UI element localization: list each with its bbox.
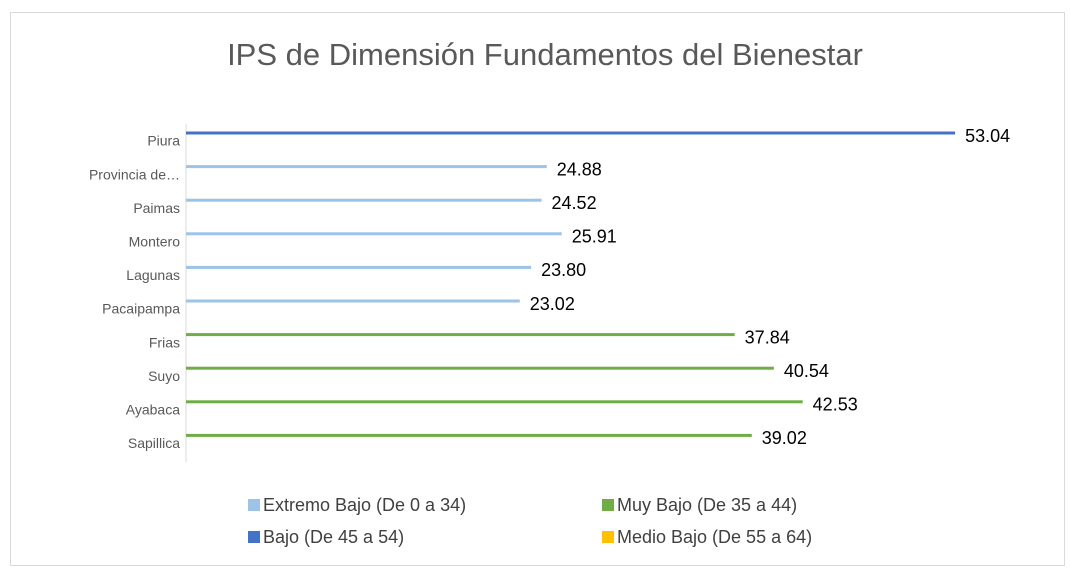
- y-tick-label: Pacaipampa: [102, 301, 180, 317]
- legend-label: Muy Bajo (De 35 a 44): [617, 495, 797, 515]
- y-tick-label: Piura: [147, 133, 180, 149]
- chart-title: IPS de Dimensión Fundamentos del Bienest…: [227, 37, 863, 72]
- bar: [186, 299, 520, 303]
- y-tick-label: Suyo: [148, 368, 180, 384]
- value-label: 40.54: [784, 361, 829, 381]
- bar: [186, 232, 562, 236]
- bar: [186, 433, 752, 437]
- bar: [186, 366, 774, 370]
- value-label: 24.52: [552, 193, 597, 213]
- chart-frame: [10, 12, 1065, 566]
- value-label: 23.02: [530, 294, 575, 314]
- value-label: 24.88: [557, 159, 602, 179]
- value-label: 23.80: [541, 260, 586, 280]
- value-label: 53.04: [965, 126, 1010, 146]
- legend-swatch: [602, 531, 614, 543]
- bar: [186, 333, 735, 337]
- y-tick-label: Provincia de…: [89, 166, 180, 182]
- y-tick-label: Montero: [129, 234, 181, 250]
- legend-label: Extremo Bajo (De 0 a 34): [263, 495, 466, 515]
- value-label: 42.53: [813, 395, 858, 415]
- bar: [186, 400, 803, 404]
- y-tick-label: Lagunas: [126, 267, 180, 283]
- bar: [186, 165, 547, 169]
- value-label: 37.84: [745, 327, 790, 347]
- bar: [186, 198, 542, 202]
- legend-swatch: [248, 499, 260, 511]
- y-tick-label: Paimas: [133, 200, 180, 216]
- legend-swatch: [602, 499, 614, 511]
- bar: [186, 265, 532, 269]
- value-label: 25.91: [572, 227, 617, 247]
- y-tick-label: Ayabaca: [126, 402, 180, 418]
- legend-swatch: [248, 531, 260, 543]
- y-tick-label: Sapillica: [128, 435, 180, 451]
- legend-label: Medio Bajo (De 55 a 64): [617, 527, 812, 547]
- value-label: 39.02: [762, 428, 807, 448]
- legend-label: Bajo (De 45 a 54): [263, 527, 404, 547]
- bar: [186, 131, 956, 135]
- y-tick-label: Frias: [149, 334, 180, 350]
